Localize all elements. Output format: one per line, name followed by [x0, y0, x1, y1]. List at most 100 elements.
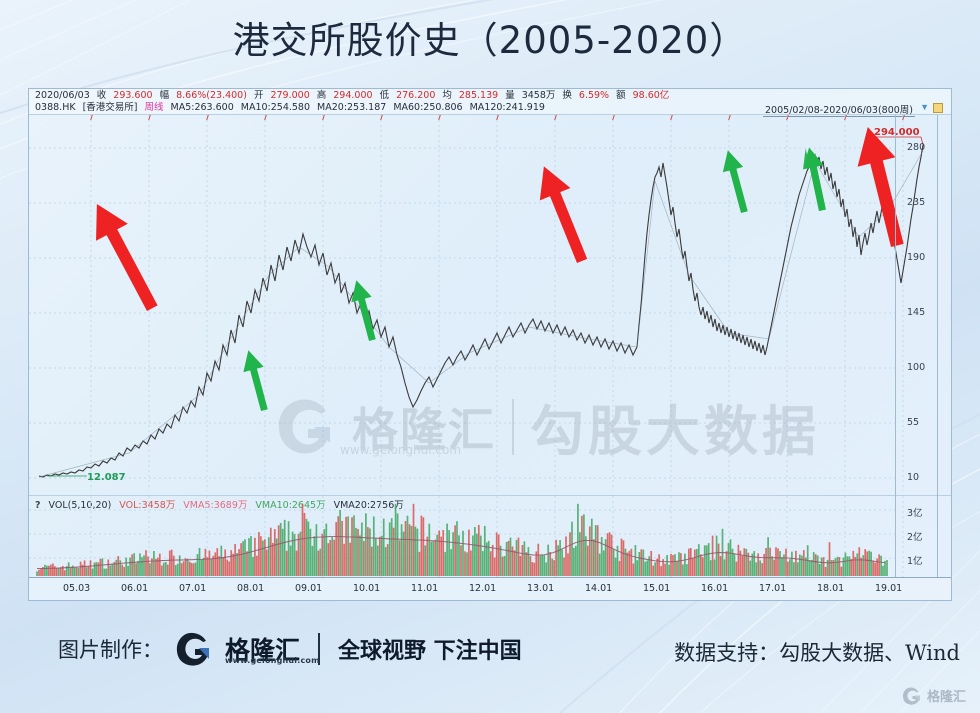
- open-label: 开: [253, 90, 264, 101]
- quote-header-line-2: 0388.HK [香港交易所] 周线 MA5:263.600 MA10:254.580 M…: [35, 102, 552, 114]
- x-tick-5: 10.01: [353, 583, 381, 594]
- price-line: [38, 144, 924, 478]
- footer: 图片制作： 格隆汇 www.gelonghui.com 全球视野 下注中国 数据…: [0, 603, 980, 713]
- turnover-value: 6.59%: [578, 90, 610, 101]
- y-tick-190: 190: [907, 252, 926, 263]
- vol-tick-3yi: 3亿: [907, 508, 923, 519]
- x-tick-7: 12.01: [469, 583, 497, 594]
- footer-credit: 图片制作： 格隆汇 www.gelonghui.com 全球视野 下注中国: [58, 631, 522, 667]
- x-tick-0: 05.03: [63, 583, 91, 594]
- low-label: 低: [379, 90, 390, 101]
- x-tick-10: 15.01: [643, 583, 671, 594]
- quote-header-line-1: 2020/06/03 收 293.600 幅 8.66%(23.400) 开 279.000…: [35, 90, 676, 102]
- page-title: 港交所股价史（2005-2020）: [0, 10, 980, 64]
- chart-period[interactable]: 周线: [144, 102, 164, 113]
- ma60-value: MA60:250.806: [393, 102, 463, 113]
- close-label: 收: [96, 90, 107, 101]
- ticker-name: [香港交易所]: [82, 102, 138, 113]
- change-value: 8.66%(23.400): [176, 90, 247, 101]
- x-axis: 05.03 06.01 07.01 08.01 09.01 10.01 11.0…: [29, 577, 951, 600]
- annotation-arrow-rally-2018: [722, 150, 748, 213]
- vol-tick-2yi: 2亿: [907, 532, 923, 543]
- annotation-arrow-rebound-2009: [243, 350, 268, 411]
- chart-settings-chip[interactable]: [933, 103, 943, 113]
- ma10-value: MA10:254.580: [240, 102, 311, 113]
- annotation-arrow-rally-2007: [96, 203, 158, 311]
- x-tick-3: 08.01: [237, 583, 265, 594]
- x-tick-9: 14.01: [585, 583, 613, 594]
- vma-line-secondary: [36, 536, 886, 569]
- vma5-label: VMA5:3689万: [183, 500, 248, 511]
- stock-chart[interactable]: 2020/06/03 收 293.600 幅 8.66%(23.400) 开 279.000…: [28, 88, 952, 601]
- volume-indicator-header: question-mark-icon?VOL(5,10,20)VOL:3458万…: [35, 497, 412, 511]
- x-tick-13: 18.01: [817, 583, 845, 594]
- chevron-down-icon[interactable]: ▼: [920, 102, 929, 112]
- volume-indicator-title: VOL(5,10,20): [48, 500, 112, 511]
- x-tick-6: 11.01: [411, 583, 439, 594]
- vma10-label: VMA10:2645万: [255, 500, 326, 511]
- volume-pane[interactable]: 3亿 2亿 1亿: [29, 495, 951, 578]
- x-tick-14: 19.01: [875, 583, 903, 594]
- right-gutter-separator: [937, 115, 938, 577]
- y-tick-145: 145: [907, 307, 926, 318]
- volume-label: 量: [505, 90, 515, 101]
- x-tick-11: 16.01: [701, 583, 729, 594]
- footer-brand: 格隆汇 www.gelonghui.com: [225, 631, 319, 667]
- quote-header: 2020/06/03 收 293.600 幅 8.66%(23.400) 开 279.000…: [29, 89, 951, 117]
- page-title-text: 港交所股价史（2005-2020）: [232, 19, 748, 62]
- y-tick-55: 55: [907, 417, 920, 428]
- made-by-label: 图片制作：: [58, 638, 163, 662]
- footer-brand-text: 格隆汇: [225, 636, 301, 665]
- open-value: 279.000: [270, 90, 310, 101]
- close-value: 293.600: [113, 90, 153, 101]
- avg-value: 285.139: [458, 90, 499, 101]
- volume-value-label: VOL:3458万: [119, 500, 176, 511]
- amount-label: 额: [616, 90, 626, 101]
- ma120-value: MA120:241.919: [469, 102, 545, 113]
- price-pane[interactable]: 12.087 294.000 280 235 190 145 100 55 10: [29, 115, 951, 491]
- avg-label: 均: [442, 90, 452, 101]
- ticker-symbol: 0388.HK: [35, 102, 76, 113]
- x-tick-8: 13.01: [527, 583, 555, 594]
- footer-divider: [318, 633, 321, 665]
- annotation-arrow-rise-2010: [351, 280, 376, 341]
- footer-brand-url: www.gelonghui.com: [225, 656, 320, 665]
- low-price-label: 12.087: [87, 472, 126, 483]
- turnover-label: 换: [562, 90, 572, 101]
- annotation-arrow-rise-2019b: [803, 147, 826, 211]
- gelonghui-logo-icon: [902, 686, 920, 705]
- moving-average-line: [38, 150, 924, 478]
- gelonghui-logo-icon: [175, 632, 213, 666]
- volume-bars: [36, 503, 888, 576]
- x-tick-4: 09.01: [295, 583, 323, 594]
- high-price-marker: [875, 136, 924, 146]
- high-value: 294.000: [333, 90, 373, 101]
- price-plot: [29, 115, 924, 491]
- y-tick-100: 100: [907, 362, 926, 373]
- corner-brand: 格隆汇: [926, 690, 966, 705]
- ma5-value: MA5:263.600: [170, 102, 234, 113]
- change-label: 幅: [159, 90, 170, 101]
- volume-plot: [29, 496, 904, 578]
- annotation-arrow-breakout-2020: [857, 127, 904, 247]
- vma20-label: VMA20:2756万: [333, 500, 404, 511]
- x-tick-1: 06.01: [121, 583, 149, 594]
- volume-help-glyph[interactable]: ?: [35, 500, 41, 511]
- volume-value: 3458万: [521, 90, 556, 101]
- date-range-label[interactable]: 2005/02/08-2020/06/03(800周): [763, 102, 915, 117]
- footer-slogan: 全球视野 下注中国: [338, 639, 522, 664]
- y-tick-280: 280: [907, 142, 926, 153]
- low-value: 276.200: [396, 90, 436, 101]
- vol-tick-1yi: 1亿: [907, 556, 923, 567]
- y-tick-10: 10: [907, 472, 920, 483]
- annotation-arrow-bull-2015: [539, 166, 588, 263]
- y-tick-235: 235: [907, 197, 926, 208]
- amount-value: 98.60亿: [632, 90, 670, 101]
- x-tick-12: 17.01: [759, 583, 787, 594]
- high-label: 高: [316, 90, 327, 101]
- ma20-value: MA20:253.187: [317, 102, 387, 113]
- right-axis-separator: [895, 115, 896, 577]
- corner-watermark: 格隆汇: [902, 686, 966, 705]
- footer-data-source: 数据支持：勾股大数据、Wind: [674, 641, 960, 665]
